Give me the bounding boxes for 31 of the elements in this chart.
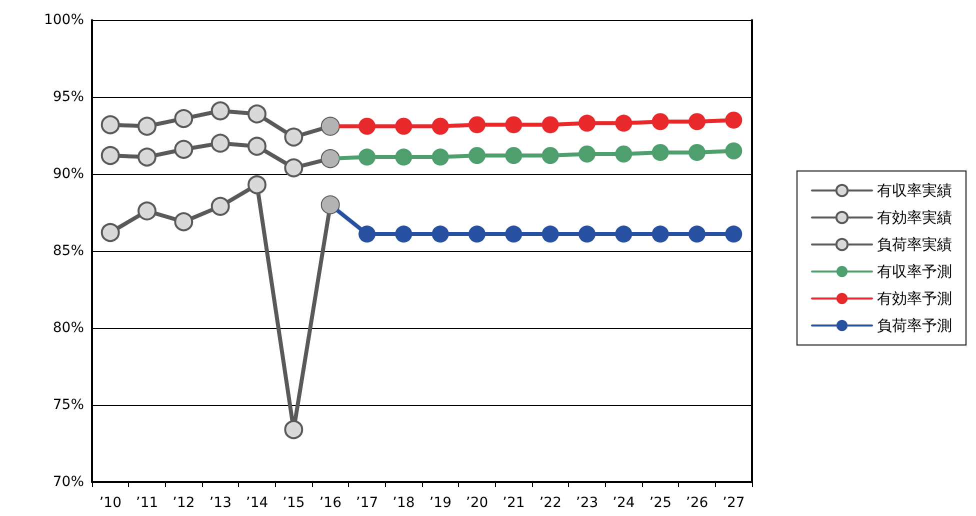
x-tick-label: ’25 — [649, 495, 672, 511]
x-tick-label: ’13 — [209, 495, 232, 511]
legend-label: 負荷率予測 — [877, 316, 952, 334]
y-tick-label: 100% — [44, 12, 84, 28]
y-tick-label: 95% — [52, 89, 84, 105]
x-tick-label: ’12 — [172, 495, 195, 511]
x-tick-label: ’22 — [539, 495, 562, 511]
x-tick-label: ’14 — [246, 495, 268, 511]
legend-label: 有収率予測 — [877, 262, 952, 280]
legend-label: 負荷率実績 — [877, 236, 952, 254]
x-tick-label: ’16 — [319, 495, 342, 511]
y-tick-label: 85% — [52, 243, 84, 259]
x-tick-label: ’27 — [722, 495, 745, 511]
x-tick-label: ’21 — [502, 495, 525, 511]
y-tick-label: 90% — [52, 166, 84, 182]
x-tick-label: ’15 — [282, 495, 305, 511]
x-tick-label: ’19 — [429, 495, 452, 511]
legend-label: 有収率実績 — [877, 182, 952, 200]
y-tick-label: 75% — [52, 397, 84, 413]
legend-label: 有効率実績 — [877, 208, 952, 226]
x-tick-label: ’26 — [686, 495, 708, 511]
x-tick-label: ’20 — [466, 495, 488, 511]
y-tick-label: 70% — [52, 474, 84, 490]
x-tick-label: ’10 — [99, 495, 122, 511]
y-tick-label: 80% — [52, 320, 84, 336]
x-tick-label: ’11 — [136, 495, 158, 511]
x-tick-label: ’23 — [576, 495, 598, 511]
legend-label: 有効率予測 — [877, 290, 952, 308]
x-tick-label: ’24 — [612, 495, 635, 511]
x-tick-label: ’18 — [392, 495, 415, 511]
x-tick-label: ’17 — [356, 495, 378, 511]
